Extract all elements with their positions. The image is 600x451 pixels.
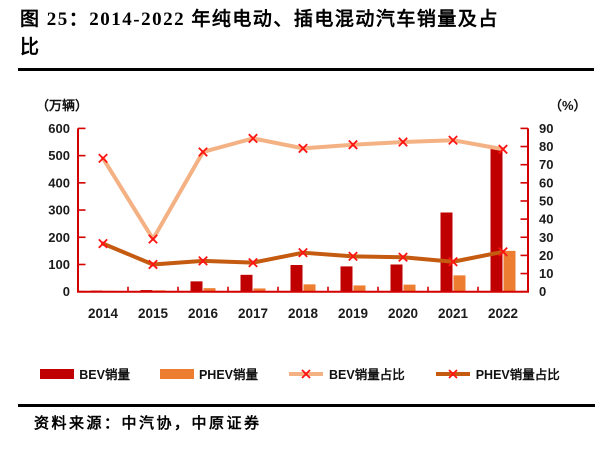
legend-label-bev-sales: BEV销量 xyxy=(79,368,130,382)
left-axis-tick-label: 300 xyxy=(48,203,70,218)
footer-divider xyxy=(18,404,595,407)
legend-label-phev-sales: PHEV销量 xyxy=(198,368,258,382)
right-axis-tick-label: 10 xyxy=(539,266,553,281)
left-axis-tick-label: 400 xyxy=(48,175,70,190)
right-axis-tick-label: 50 xyxy=(539,193,553,208)
x-axis-year-label: 2014 xyxy=(88,306,119,321)
right-axis-tick-label: 70 xyxy=(539,157,553,172)
bar xyxy=(203,288,216,292)
left-axis-tick-label: 200 xyxy=(48,230,70,245)
legend-swatch-bev-sales xyxy=(40,368,75,379)
x-marker xyxy=(348,139,358,150)
x-axis-year-label: 2019 xyxy=(338,306,368,321)
right-axis-tick-label: 80 xyxy=(539,139,553,154)
axes-group xyxy=(77,127,529,293)
right-axis-tick-label: 20 xyxy=(539,248,553,263)
x-marker xyxy=(448,135,458,146)
x-marker xyxy=(498,246,508,257)
legend-item-bev-share: BEV销量占比 xyxy=(288,364,405,383)
bar xyxy=(290,265,303,292)
x-marker xyxy=(448,256,458,267)
x-marker xyxy=(298,247,308,258)
title-divider xyxy=(18,68,594,71)
bar xyxy=(490,148,503,292)
x-marker xyxy=(98,153,108,164)
x-marker xyxy=(398,252,408,263)
bar xyxy=(440,212,453,292)
x-marker xyxy=(148,259,158,270)
legend-x-marker xyxy=(448,368,458,379)
bar xyxy=(253,288,266,292)
x-marker xyxy=(198,147,208,157)
legend-item-phev-sales: PHEV销量 xyxy=(159,364,258,383)
right-axis-tick-label: 90 xyxy=(539,121,553,136)
bars-bev xyxy=(90,148,503,292)
axis-frame xyxy=(77,128,529,293)
x-axis-year-label: 2022 xyxy=(488,306,518,321)
bar xyxy=(403,284,416,292)
legend-swatch-phev-sales xyxy=(159,368,194,379)
x-marker xyxy=(498,144,508,155)
x-marker xyxy=(248,257,258,268)
x-marker xyxy=(398,137,408,147)
x-axis-year-label: 2018 xyxy=(288,306,319,321)
right-axis-tick-label: 0 xyxy=(539,284,546,299)
chart-legend: BEV销量 PHEV销量 BEV销量占比 PHEV销量占比 xyxy=(0,364,600,383)
figure-title-line2: 比 xyxy=(20,37,41,58)
bar xyxy=(303,284,316,292)
bar xyxy=(453,275,466,292)
legend-item-bev-sales: BEV销量 xyxy=(40,364,130,383)
x-marker xyxy=(148,234,158,244)
bar xyxy=(190,281,203,292)
left-axis-tick-label: 500 xyxy=(48,148,70,163)
x-marker xyxy=(248,133,258,144)
legend-swatch-bev-share-line xyxy=(289,368,323,379)
right-axis-tick-label: 60 xyxy=(539,175,553,190)
bars-phev xyxy=(103,250,516,292)
bar xyxy=(240,274,253,292)
legend-label-phev-share: PHEV销量占比 xyxy=(475,368,560,382)
legend-label-bev-share: BEV销量占比 xyxy=(329,368,405,382)
axis-labels-group: 0 100 200 300 400 500 600 0 10 20 30 40 50 60 70 80 90 20… xyxy=(48,121,553,321)
combo-chart: 0 100 200 300 400 500 600 0 10 20 30 40 50 60 70 80 90 20… xyxy=(48,121,553,321)
right-axis-tick-label: 40 xyxy=(539,212,553,227)
figure-title: 图 25：2014-2022 年纯电动、插电混动汽车销量及占 比 xyxy=(20,6,586,62)
x-axis-year-label: 2016 xyxy=(188,306,219,321)
bars-group xyxy=(90,148,516,292)
left-axis-tick-label: 100 xyxy=(48,257,70,272)
bar xyxy=(340,266,353,292)
x-axis-year-label: 2015 xyxy=(138,306,169,321)
x-axis-year-label: 2021 xyxy=(438,306,469,321)
x-marker xyxy=(98,238,108,249)
bar xyxy=(353,285,366,292)
source-note: 资料来源：中汽协，中原证券 xyxy=(34,416,262,432)
left-axis-unit-label: （万辆） xyxy=(36,98,89,113)
left-axis-tick-label: 600 xyxy=(48,121,70,136)
bar xyxy=(390,264,403,292)
x-marker xyxy=(298,143,308,154)
right-axis-tick-label: 30 xyxy=(539,230,553,245)
x-axis-year-label: 2017 xyxy=(238,306,268,321)
x-marker xyxy=(348,251,358,262)
right-axis-unit-label: （%） xyxy=(549,98,587,113)
x-marker xyxy=(198,256,208,266)
line-phev-share xyxy=(98,238,508,270)
legend-swatch-phev-share-line xyxy=(435,368,470,379)
x-axis-year-label: 2020 xyxy=(388,306,418,321)
bar xyxy=(503,250,516,292)
legend-x-marker xyxy=(301,368,311,379)
legend-item-phev-share: PHEV销量占比 xyxy=(435,364,560,383)
left-axis-tick-label: 0 xyxy=(63,284,70,299)
line-bev-share xyxy=(98,133,508,244)
figure-title-line1: 图 25：2014-2022 年纯电动、插电混动汽车销量及占 xyxy=(20,9,499,30)
